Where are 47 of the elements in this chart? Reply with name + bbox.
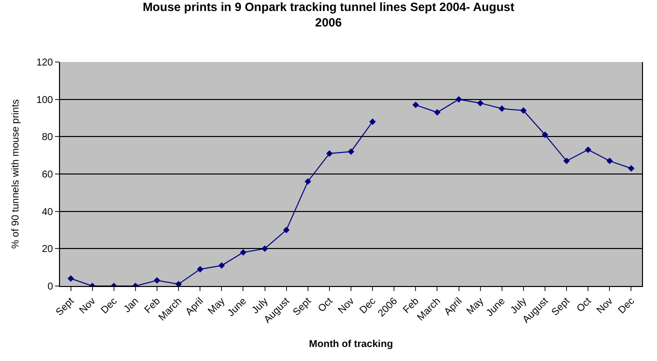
point (283, 226, 290, 234)
point (196, 266, 204, 272)
point (218, 262, 225, 269)
x-axis-title: Month of tracking (309, 339, 393, 350)
x-tick-label: Nov (594, 296, 616, 316)
y-tick-label: 40 (42, 206, 54, 218)
y-tick-label: 100 (36, 94, 54, 106)
point (154, 277, 160, 284)
point (606, 158, 613, 164)
point (498, 105, 506, 112)
x-tick-label: Dec (99, 296, 120, 316)
point (520, 107, 527, 114)
x-tick-label: June (484, 296, 508, 319)
point (563, 158, 570, 164)
point (348, 148, 354, 155)
x-tick-label: Nov (78, 296, 98, 316)
x-tick-label: Oct (316, 296, 336, 315)
x-tick-label: Dec (616, 296, 637, 316)
y-tick-label: 60 (42, 170, 54, 180)
x-tick-label: Dec (358, 296, 378, 316)
point (456, 96, 462, 103)
x-tick-label: June (226, 296, 250, 319)
point (412, 102, 419, 108)
point (326, 150, 333, 157)
point (584, 146, 592, 153)
x-tick-label: Jan (122, 296, 142, 316)
point (628, 165, 634, 172)
x-tick-label: May (464, 296, 486, 318)
point (542, 132, 548, 138)
x-tick-label: Nov (336, 296, 357, 316)
x-tick-label: Oct (574, 296, 594, 315)
point (434, 109, 440, 116)
x-tick-label: July (508, 296, 530, 316)
point (304, 178, 312, 185)
x-tick-label: May (206, 296, 228, 318)
point (175, 280, 182, 286)
y-tick-label: 0 (47, 282, 54, 292)
point (369, 118, 376, 125)
point (262, 245, 268, 252)
point (240, 249, 246, 256)
y-axis-title: % of 90 tunnels with mouse prints (10, 99, 22, 249)
chart-title: Mouse prints in 9 Onpark tracking tunnel lines Sept 2004- August 2006 (142, 0, 514, 30)
point (477, 100, 484, 106)
y-tick-label: 120 (36, 58, 54, 68)
y-tick-label: 20 (42, 244, 54, 256)
point (68, 275, 74, 282)
y-tick-label: 80 (42, 132, 54, 144)
